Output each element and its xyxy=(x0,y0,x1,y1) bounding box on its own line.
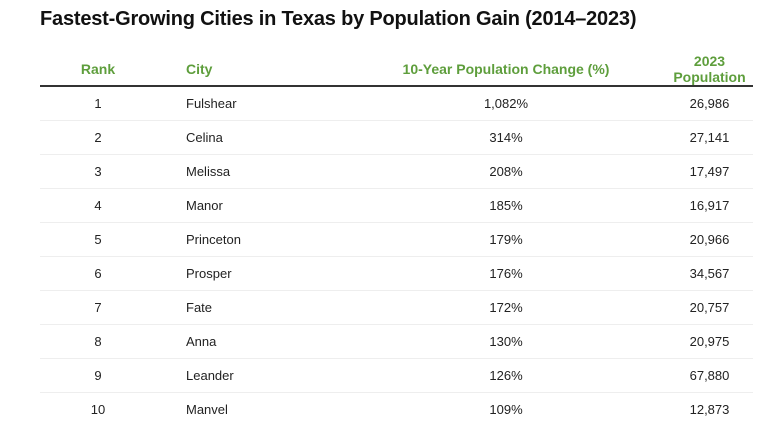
table-cell: 2 xyxy=(40,120,156,155)
table-cell: 208% xyxy=(386,154,626,189)
table-cell: Leander xyxy=(156,358,386,393)
table-head: Rank City 10-Year Population Change (%) 202… xyxy=(40,52,753,87)
table-cell: Melissa xyxy=(156,154,386,189)
table-cell: Fulshear xyxy=(156,86,386,121)
table-body: 1 Fulshear 1,082% 26,986 2 Celina 314% 27,141 3 M… xyxy=(40,86,753,426)
table-cell: Fate xyxy=(156,290,386,325)
table-cell: 8 xyxy=(40,324,156,359)
table-row: 5 Princeton 179% 20,966 xyxy=(40,222,753,257)
table-cell: 3 xyxy=(40,154,156,189)
table-cell: Prosper xyxy=(156,256,386,291)
table-cell: 126% xyxy=(386,358,626,393)
table-cell: 10 xyxy=(90,402,106,417)
column-header: City xyxy=(156,52,386,87)
table-row: 3 Melissa 208% 17,497 xyxy=(40,154,753,189)
table-cell: 179% xyxy=(386,222,626,257)
table-cell: 5 xyxy=(40,222,156,257)
table-cell: Princeton xyxy=(156,222,386,257)
table-cell: 7 xyxy=(40,290,156,325)
table-cell: 4 xyxy=(40,188,156,223)
header-row: Rank City 10-Year Population Change (%) 202… xyxy=(40,52,753,87)
table-cell: 176% xyxy=(386,256,626,291)
table-cell: 1 xyxy=(40,86,156,121)
table-cell: 172% xyxy=(386,290,626,325)
column-header: 10-Year Population Change (%) xyxy=(386,52,626,87)
table-row: 8 Anna 130% 20,975 xyxy=(40,324,753,359)
table: Rank City 10-Year Population Change (%) 202… xyxy=(40,52,753,426)
table-row: 2 Celina 314% 27,141 xyxy=(40,120,753,155)
table-cell: Manvel xyxy=(186,402,228,417)
column-header: Rank xyxy=(40,52,156,87)
table-cell: 130% xyxy=(386,324,626,359)
table-row: 9 Leander 126% 67,880 xyxy=(40,358,753,393)
table-cell: Manor xyxy=(156,188,386,223)
table-cell: 9 xyxy=(40,358,156,393)
table-cell: 314% xyxy=(386,120,626,155)
table-cell: 20,757 xyxy=(626,290,753,325)
table-cell: 6 xyxy=(40,256,156,291)
table-row: 10 Manvel 109% 12,873 xyxy=(40,393,753,427)
column-header: 2023 Population xyxy=(626,52,753,87)
table-cell: 185% xyxy=(386,188,626,223)
table-cell: 27,141 xyxy=(626,120,753,155)
table-cell: 109% xyxy=(489,402,523,417)
table-cell: 12,873 xyxy=(689,402,730,417)
table-cell: 16,917 xyxy=(626,188,753,223)
table-cell: Celina xyxy=(156,120,386,155)
table-cell: 34,567 xyxy=(626,256,753,291)
table-row: 4 Manor 185% 16,917 xyxy=(40,188,753,223)
table-row: 1 Fulshear 1,082% 26,986 xyxy=(40,86,753,121)
table-cell: 26,986 xyxy=(626,86,753,121)
table-cell: 20,975 xyxy=(626,324,753,359)
table-cell: 1,082% xyxy=(386,86,626,121)
title: Fastest-Growing Cities in Texas by Popul… xyxy=(40,8,637,30)
table-cell: 67,880 xyxy=(626,358,753,393)
table-cell: Anna xyxy=(156,324,386,359)
table-row: 7 Fate 172% 20,757 xyxy=(40,290,753,325)
table-cell: 17,497 xyxy=(626,154,753,189)
table-cell: 20,966 xyxy=(626,222,753,257)
table-row: 6 Prosper 176% 34,567 xyxy=(40,256,753,291)
